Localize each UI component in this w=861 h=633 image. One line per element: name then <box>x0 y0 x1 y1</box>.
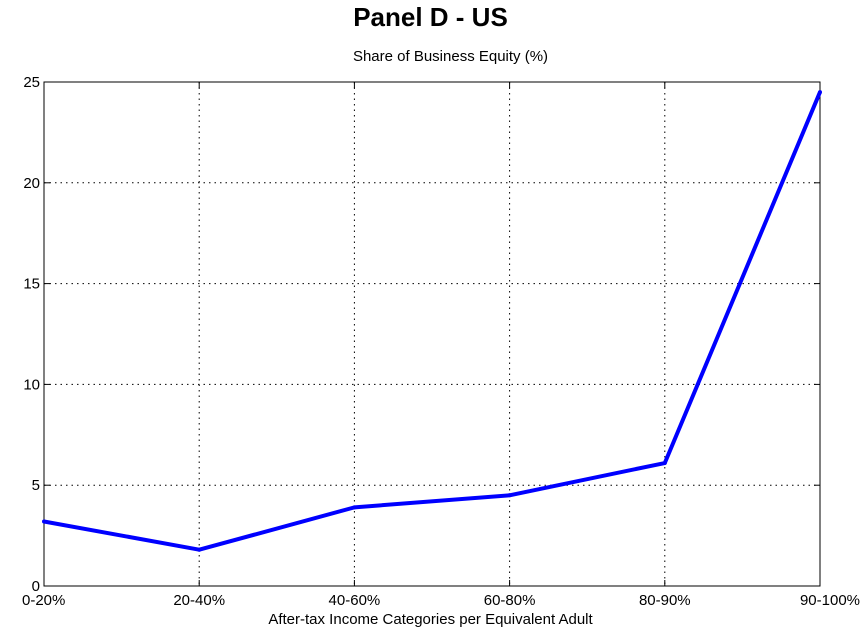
y-tick-label: 15 <box>23 276 40 293</box>
x-tick-label: 60-80% <box>484 592 536 609</box>
y-tick-label: 0 <box>32 578 40 595</box>
chart-subtitle: Share of Business Equity (%) <box>352 48 549 65</box>
plot-frame <box>43 81 821 587</box>
x-tick-label: 90-100% <box>800 592 860 609</box>
x-tick-label: 20-40% <box>173 592 225 609</box>
y-tick-label: 5 <box>32 477 40 494</box>
y-tick-label: 20 <box>23 175 40 192</box>
y-tick-label: 25 <box>23 74 40 91</box>
data-point <box>507 493 512 498</box>
data-point <box>352 505 357 510</box>
x-tick-label: 80-90% <box>639 592 691 609</box>
x-tick-label: 0-20% <box>22 592 65 609</box>
chart-title: Panel D - US <box>353 2 508 32</box>
y-tick-label: 10 <box>23 376 40 393</box>
data-point <box>197 547 202 552</box>
x-axis-label: After-tax Income Categories per Equivale… <box>268 611 593 628</box>
data-point <box>818 90 822 95</box>
x-tick-label: 40-60% <box>329 592 381 609</box>
data-point <box>42 519 46 524</box>
series-line <box>43 91 822 552</box>
data-point <box>662 461 667 466</box>
